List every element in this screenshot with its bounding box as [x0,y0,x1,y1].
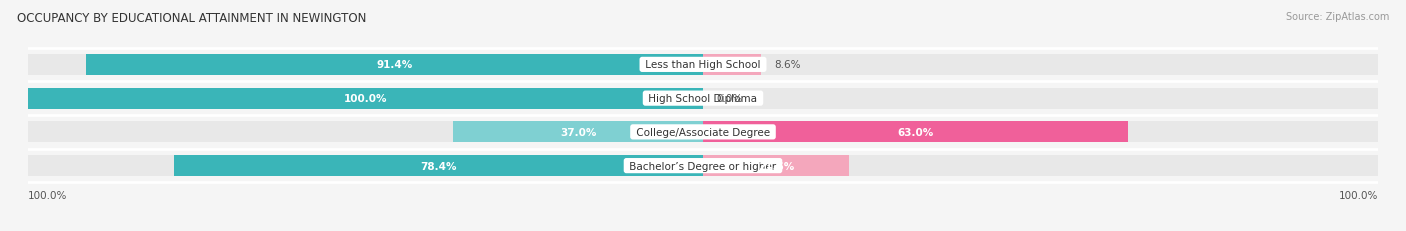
Text: OCCUPANCY BY EDUCATIONAL ATTAINMENT IN NEWINGTON: OCCUPANCY BY EDUCATIONAL ATTAINMENT IN N… [17,12,366,24]
Text: 78.4%: 78.4% [420,161,457,171]
Text: High School Diploma: High School Diploma [645,94,761,104]
Bar [703,88,1378,109]
Bar [28,55,703,76]
Bar [703,122,1378,143]
Bar [28,88,703,109]
Bar [703,122,1128,143]
Bar [28,122,703,143]
Text: 100.0%: 100.0% [28,190,67,200]
Bar [453,122,703,143]
Text: 91.4%: 91.4% [377,60,413,70]
Bar [703,155,849,176]
Bar [703,155,1378,176]
Bar [703,55,761,76]
Bar [703,55,1378,76]
Text: 100.0%: 100.0% [344,94,387,104]
Bar [174,155,703,176]
Text: Bachelor’s Degree or higher: Bachelor’s Degree or higher [626,161,780,171]
Text: 37.0%: 37.0% [560,127,596,137]
Text: 100.0%: 100.0% [1339,190,1378,200]
Text: Less than High School: Less than High School [643,60,763,70]
Text: Source: ZipAtlas.com: Source: ZipAtlas.com [1285,12,1389,21]
Bar [86,55,703,76]
Text: College/Associate Degree: College/Associate Degree [633,127,773,137]
Text: 63.0%: 63.0% [897,127,934,137]
Bar [28,155,703,176]
Text: 21.6%: 21.6% [758,161,794,171]
Bar [28,88,703,109]
Text: 0.0%: 0.0% [717,94,742,104]
Text: 8.6%: 8.6% [775,60,801,70]
